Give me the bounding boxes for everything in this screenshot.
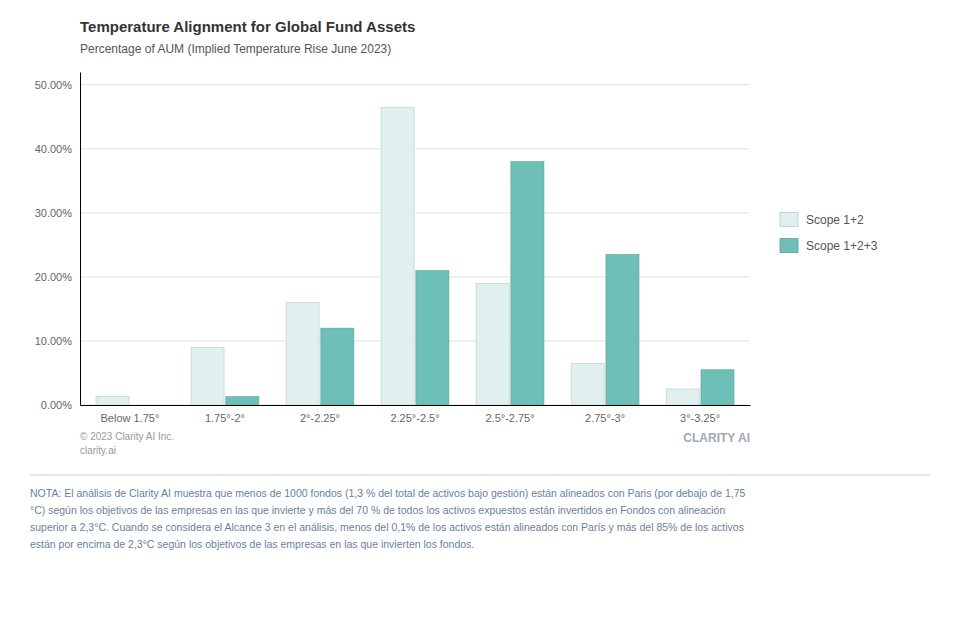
x-tick-label: 2.5°-2.75° [485,412,534,424]
x-tick: 2.75°-3° [585,412,625,424]
bar-series [96,107,699,405]
bar [606,255,639,405]
chart: Temperature Alignment for Global Fund As… [0,0,960,628]
x-tick: Below 1.75° [100,412,159,424]
bar [381,107,414,405]
x-tick-label: 2.25°-2.5° [390,412,439,424]
text-line: °C) según los objetivos de las empresas … [30,504,725,516]
bar [191,347,224,405]
x-tick-label: 3°-3.25° [680,412,720,424]
text-line: NOTA: El análisis de Clarity AI muestra … [30,487,746,499]
grid-line [80,405,750,406]
x-tick-label: 2°-2.25° [300,412,340,424]
bar [96,397,129,405]
x-tick: 2.5°-2.75° [485,412,534,424]
y-tick: 0.00% [41,399,80,411]
y-tick-label: 0.00% [41,399,72,411]
legend-label: Scope 1+2 [806,213,864,227]
legend: Scope 1+2 Scope 1+2+3 [780,213,878,254]
y-tick: 10.00% [35,335,80,347]
bar [321,328,354,405]
legend-item: Scope 1+2 [780,213,864,228]
grid-line [80,148,750,149]
y-axis: 0.00% 10.00% 20.00% 30.00% 40.00% 50.00% [35,73,81,412]
text-line: superior a 2,3°C. Cuando se considera el… [30,521,744,533]
brand: CLARITY AI [683,431,750,445]
y-tick: 20.00% [35,271,80,283]
bar [571,363,604,405]
y-tick: 40.00% [35,143,80,155]
y-tick: 50.00% [35,79,80,91]
legend-swatch [780,239,798,253]
bar [286,303,319,405]
bar-series [226,162,734,405]
bar [476,283,509,405]
text-line: CLARITY AI [683,431,750,445]
y-tick-label: 20.00% [35,271,73,283]
subtitle: Percentage of AUM (Implied Temperature R… [80,42,391,56]
separator [30,475,930,476]
text-line: clarity.ai [80,445,116,456]
text-line: están por encima de 2,3°C según los obje… [30,538,474,550]
x-tick-label: 2.75°-3° [585,412,625,424]
bar [511,162,544,405]
note: NOTA: El análisis de Clarity AI muestra … [30,487,746,550]
grid [80,85,750,405]
x-tick-label: Below 1.75° [100,412,159,424]
bar [226,397,259,405]
y-tick-label: 40.00% [35,143,73,155]
x-tick: 3°-3.25° [680,412,720,424]
bar [701,370,734,405]
y-tick-label: 30.00% [35,207,73,219]
y-axis-line [80,73,81,406]
x-tick-label: 1.75°-2° [205,412,245,424]
bar [131,405,164,406]
grid-line [80,340,750,341]
legend-label: Scope 1+2+3 [806,239,878,253]
grid-line [80,84,750,85]
title: Temperature Alignment for Global Fund As… [80,18,415,35]
y-tick-label: 10.00% [35,335,73,347]
x-tick: 2°-2.25° [300,412,340,424]
grid-line [80,212,750,213]
y-tick-label: 50.00% [35,79,73,91]
copyright: © 2023 Clarity AI Inc. clarity.ai [80,431,174,456]
legend-swatch [780,213,798,227]
x-axis: Below 1.75° 1.75°-2° 2°-2.25° 2.25°-2.5° 2.5… [81,406,751,424]
bar [666,389,699,405]
bar [416,271,449,405]
grid-line [80,276,750,277]
x-axis-line [81,405,751,406]
y-tick: 30.00% [35,207,80,219]
x-tick: 1.75°-2° [205,412,245,424]
legend-item: Scope 1+2+3 [780,239,878,254]
bars [96,107,734,405]
x-tick: 2.25°-2.5° [390,412,439,424]
text-line: © 2023 Clarity AI Inc. [80,431,174,442]
